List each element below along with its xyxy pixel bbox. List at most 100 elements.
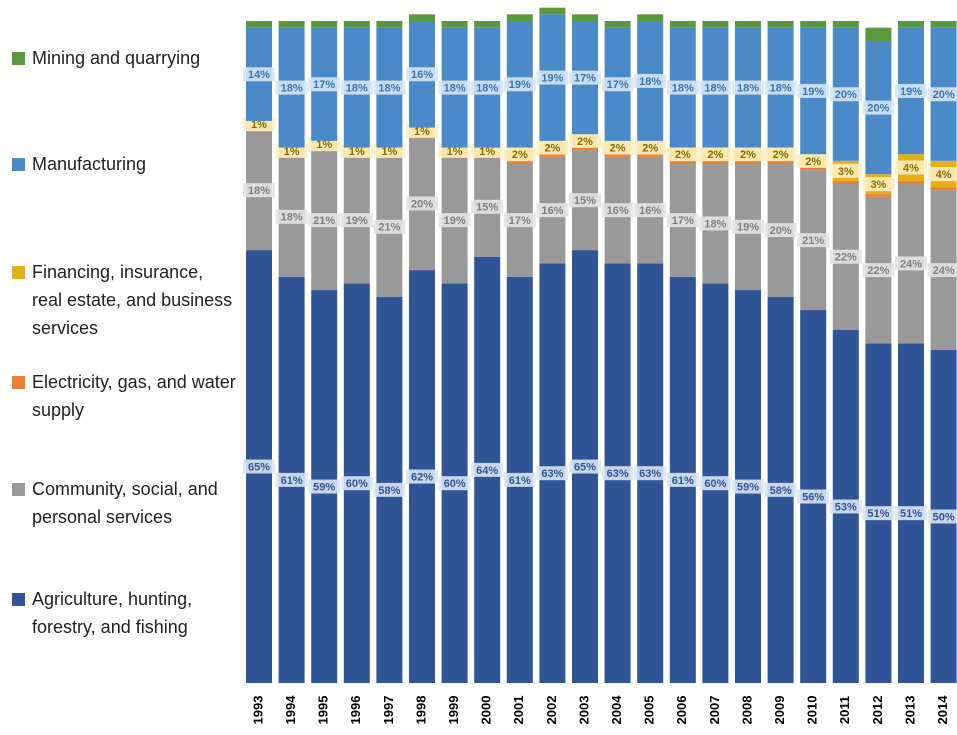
label-bg (666, 147, 699, 162)
label-bg (797, 489, 830, 504)
data-label: 63% (541, 468, 563, 480)
x-tick-label: 2005 (642, 696, 657, 725)
bar-segment (409, 14, 435, 21)
data-label: 2% (740, 149, 756, 161)
x-tick-label: 2006 (674, 696, 689, 725)
bar-segment (800, 20, 827, 28)
data-label: 2% (642, 142, 658, 154)
data-label: 63% (607, 468, 629, 480)
data-label: 4% (903, 162, 919, 174)
label-bg (927, 509, 957, 524)
data-label: 22% (835, 252, 857, 264)
label-bg (764, 482, 797, 497)
data-label: 3% (838, 166, 854, 178)
data-label: 18% (672, 83, 694, 95)
bar-segment (898, 20, 924, 28)
label-bg (503, 472, 536, 487)
data-label: 51% (900, 508, 922, 520)
bar-segment (832, 20, 859, 28)
data-label: 16% (639, 205, 661, 217)
data-label: 50% (933, 511, 955, 523)
data-label: 59% (737, 481, 759, 493)
bar-segment (898, 180, 924, 184)
data-label: 3% (870, 179, 886, 191)
data-label: 20% (770, 225, 792, 237)
label-bg (601, 203, 634, 218)
bar-segment (474, 20, 501, 28)
x-tick-label: 2012 (870, 696, 885, 725)
data-label: 2% (610, 142, 626, 154)
legend-entry: Manufacturing (12, 150, 237, 178)
x-tick-label: 1995 (316, 696, 331, 725)
label-bg (634, 466, 667, 481)
legend-swatch (12, 52, 25, 65)
data-label: 24% (900, 258, 922, 270)
label-bg (634, 140, 667, 155)
data-label: 2% (577, 136, 593, 148)
bar-segment (669, 20, 696, 28)
data-label: 1% (284, 146, 300, 158)
data-label: 60% (444, 478, 466, 490)
bar-segment (604, 20, 631, 28)
data-label: 16% (607, 205, 629, 217)
data-label: 20% (835, 89, 857, 101)
data-label: 22% (867, 265, 889, 277)
legend-swatch (12, 376, 25, 389)
data-label: 64% (476, 465, 498, 477)
x-tick-label: 2010 (805, 696, 820, 725)
label-bg (895, 160, 927, 175)
label-bg (732, 80, 764, 95)
data-label: 19% (802, 86, 824, 98)
data-label: 53% (835, 501, 857, 513)
data-label: 18% (444, 83, 466, 95)
x-tick-label: 2011 (837, 696, 852, 724)
x-tick-label: 2002 (544, 696, 559, 725)
bar-segment (539, 154, 566, 157)
bar-segment (311, 20, 338, 28)
data-label: 18% (346, 83, 368, 95)
label-bg (634, 203, 667, 218)
label-bg (895, 256, 927, 271)
data-label: 18% (281, 83, 303, 95)
bar-segment (800, 167, 827, 171)
legend-swatch (12, 266, 25, 279)
bar-segment (767, 20, 794, 28)
bar-segment (735, 160, 761, 164)
data-label: 18% (639, 76, 661, 88)
data-label: 65% (574, 461, 596, 473)
label-bg (666, 213, 699, 228)
data-label: 18% (704, 83, 726, 95)
label-bg (862, 506, 895, 521)
legend-swatch (12, 593, 25, 606)
label-bg (243, 67, 275, 82)
data-label: 2% (512, 149, 528, 161)
data-label: 51% (867, 508, 889, 520)
label-bg (438, 80, 471, 95)
label-bg (536, 466, 569, 481)
data-label: 21% (378, 222, 400, 234)
data-label: 17% (672, 215, 694, 227)
data-label: 4% (936, 169, 952, 181)
legend-swatch (12, 158, 25, 171)
legend-label: Community, social, and personal services (32, 479, 218, 527)
bar-segment (735, 20, 761, 28)
label-bg (471, 80, 504, 95)
bar-segment (246, 20, 272, 28)
data-label: 18% (704, 218, 726, 230)
x-tick-label: 2014 (935, 695, 950, 725)
bar-segment (376, 20, 403, 28)
data-label: 16% (541, 205, 563, 217)
x-tick-label: 2004 (609, 695, 624, 725)
bar-segment (669, 160, 696, 164)
label-bg (536, 203, 569, 218)
label-bg (764, 147, 797, 162)
data-label: 19% (900, 86, 922, 98)
legend-entry: Mining and quarrying (12, 44, 237, 72)
label-bg (797, 153, 830, 168)
legend-label: Mining and quarrying (32, 48, 201, 68)
legend-entry: Community, social, and personal services (12, 475, 237, 531)
x-tick-label: 2013 (902, 696, 917, 725)
bar-segment (767, 160, 794, 164)
data-label: 18% (770, 83, 792, 95)
